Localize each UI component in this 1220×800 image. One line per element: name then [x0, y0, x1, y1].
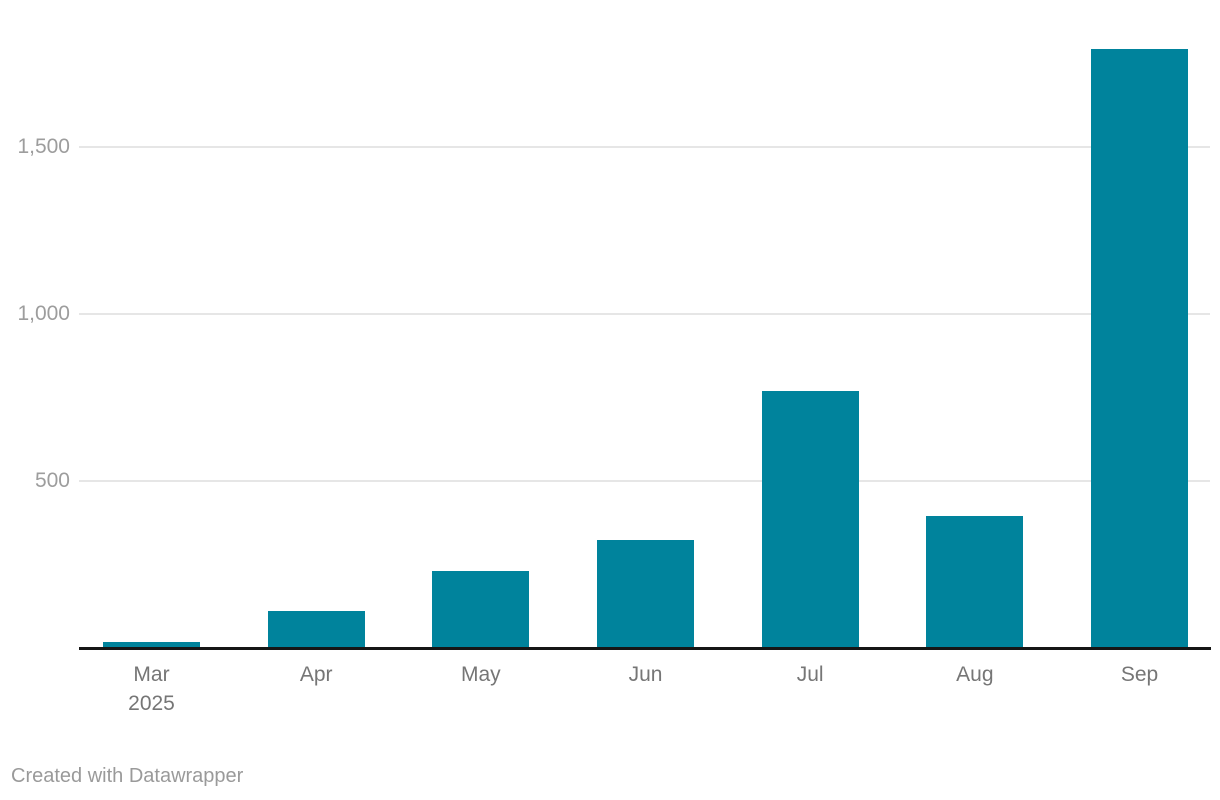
- bars: [79, 47, 1210, 648]
- bar-apr[interactable]: [267, 611, 365, 648]
- x-tick-line: Apr: [299, 663, 333, 686]
- x-tick-line: Sep: [1120, 663, 1159, 686]
- x-tick-line: Jul: [796, 663, 824, 686]
- x-tick-label-mar-2025: Mar 2025: [67, 660, 237, 718]
- x-tick-label-jun: Jun: [561, 660, 731, 689]
- datawrapper-attribution-link[interactable]: Created with Datawrapper: [11, 765, 244, 787]
- y-tick-label-1000: 1,000: [17, 302, 70, 326]
- x-tick-line: Aug: [956, 663, 994, 686]
- gridline-1500: [79, 146, 1210, 149]
- bar-may[interactable]: [432, 571, 530, 648]
- x-tick-line: 2025: [128, 692, 175, 715]
- x-tick-label-sep: Sep: [1055, 660, 1220, 689]
- x-tick-label-aug: Aug: [890, 660, 1060, 689]
- bar-jul[interactable]: [761, 390, 859, 648]
- x-tick-line: Mar: [133, 663, 170, 686]
- x-tick-line: May: [460, 663, 501, 686]
- bar-sep[interactable]: [1091, 48, 1188, 648]
- x-tick-label-apr: Apr: [231, 660, 401, 689]
- x-tick-line: Jun: [628, 663, 663, 686]
- y-tick-label-500: 500: [34, 469, 70, 493]
- bar-aug[interactable]: [926, 516, 1024, 648]
- plot-area: [79, 47, 1210, 648]
- bar-mar-2025[interactable]: [103, 642, 200, 648]
- x-axis-line: [79, 647, 1211, 650]
- gridline-500: [79, 480, 1210, 483]
- gridline-1000: [79, 313, 1210, 316]
- gridlines: [79, 47, 1210, 648]
- x-tick-label-jul: Jul: [725, 660, 895, 689]
- y-tick-label-1500: 1,500: [17, 135, 70, 159]
- x-tick-label-may: May: [396, 660, 566, 689]
- bar-jun[interactable]: [597, 539, 694, 648]
